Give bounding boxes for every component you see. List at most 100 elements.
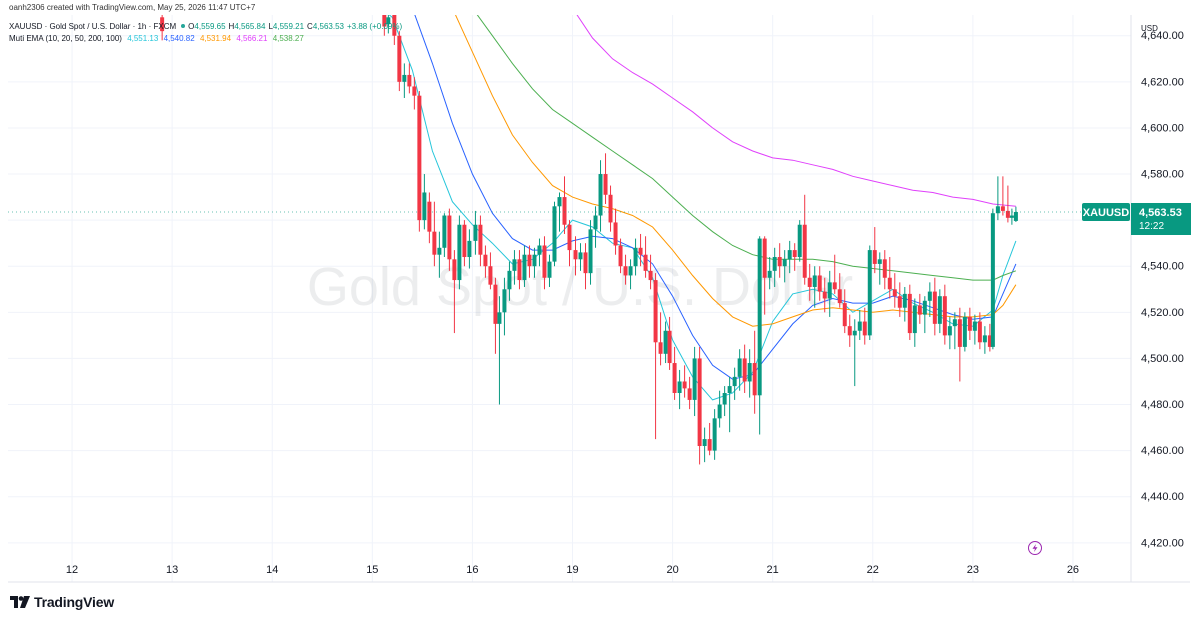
candle [542, 236, 547, 290]
candle-body [517, 259, 522, 281]
candle [777, 243, 782, 278]
candle [623, 254, 628, 285]
tradingview-brand[interactable]: TradingView [10, 594, 114, 610]
candle [452, 250, 457, 334]
candle [727, 376, 732, 433]
candle [872, 227, 877, 274]
candle [488, 252, 493, 290]
candle-body [687, 388, 692, 400]
candle-body [847, 326, 852, 336]
candle-body [892, 289, 897, 297]
candle [467, 229, 472, 269]
candle [990, 208, 995, 350]
candle-body [643, 254, 648, 271]
candle [473, 210, 478, 255]
candle [952, 312, 957, 350]
candle-body [1009, 215, 1014, 218]
candle [892, 273, 897, 308]
candle-body [717, 404, 722, 419]
candle-body [932, 291, 937, 324]
candle-body [987, 335, 992, 347]
last-price-value: 4,563.53 [1139, 207, 1182, 219]
candle-body [752, 363, 757, 396]
candle-body [598, 174, 603, 216]
candle [583, 243, 588, 290]
ohlc-low-label: L [268, 22, 273, 31]
y-tick-label: 4,540.00 [1141, 261, 1184, 273]
candle [578, 243, 583, 271]
candle-body [977, 321, 982, 343]
candle-body [467, 240, 472, 258]
candle [573, 236, 578, 276]
candle-body [842, 303, 847, 327]
candle-body [392, 15, 397, 36]
candle [722, 386, 727, 417]
tradingview-wordmark: TradingView [34, 594, 115, 610]
candle-body [922, 300, 927, 315]
candle [386, 15, 391, 34]
candle-body [462, 224, 467, 258]
candle [552, 201, 557, 267]
candle [437, 231, 442, 278]
candle-body [493, 284, 498, 324]
candle-body [407, 74, 412, 87]
candle-body [962, 316, 967, 347]
indicator-title[interactable]: Muti EMA (10, 20, 50, 200, 100) [9, 34, 122, 43]
candle-body [807, 277, 812, 287]
candle-body [667, 330, 672, 364]
last-price-symbol: XAUUSD [1083, 207, 1130, 219]
last-price-tag: XAUUSD 4,563.53 12:22 [8, 202, 1191, 235]
candle-body [593, 215, 598, 230]
candle [717, 390, 722, 428]
candle [817, 266, 822, 301]
candle-body [972, 321, 977, 331]
candle [807, 263, 812, 301]
candle [852, 319, 857, 387]
candle-body [422, 192, 427, 221]
candle-body [817, 275, 822, 292]
candle [567, 220, 572, 267]
candle-body [483, 254, 488, 267]
candle [483, 245, 488, 278]
candle-body [957, 319, 962, 347]
candle [397, 31, 402, 92]
candle [687, 376, 692, 410]
candle-body [737, 358, 742, 377]
candle [762, 236, 767, 315]
candle-body [802, 224, 807, 278]
candle-body [527, 254, 532, 267]
candle [912, 298, 917, 347]
candle-body [537, 245, 542, 255]
candle [653, 273, 658, 440]
candle-body [917, 305, 922, 315]
candle [987, 323, 992, 352]
candle-body [437, 247, 442, 255]
lightning-icon[interactable] [1028, 541, 1042, 555]
candle [752, 330, 757, 414]
ohlc-open: 4,559.65 [194, 22, 226, 31]
candle [432, 201, 437, 267]
candle-body [452, 259, 457, 281]
candle-body [902, 293, 907, 308]
x-tick-label: 21 [767, 564, 779, 576]
candle-body [473, 224, 478, 241]
candle [532, 247, 537, 278]
candle-body [447, 215, 452, 260]
y-tick-label: 4,600.00 [1141, 122, 1184, 134]
candle [907, 284, 912, 340]
candle-body [522, 254, 527, 281]
candle [857, 310, 862, 340]
x-tick-label: 26 [1067, 564, 1079, 576]
candle [442, 213, 447, 258]
candle-body [877, 259, 882, 264]
symbol-title[interactable]: XAUUSD · Gold Spot / U.S. Dollar · 1h · … [9, 22, 177, 31]
candle-body [623, 266, 628, 276]
candle [557, 192, 562, 232]
candle [478, 215, 483, 267]
x-tick-label: 16 [466, 564, 478, 576]
candle [842, 289, 847, 334]
y-tick-label: 4,460.00 [1141, 445, 1184, 457]
candle [160, 15, 165, 41]
ohlc-open-label: O [188, 22, 195, 31]
